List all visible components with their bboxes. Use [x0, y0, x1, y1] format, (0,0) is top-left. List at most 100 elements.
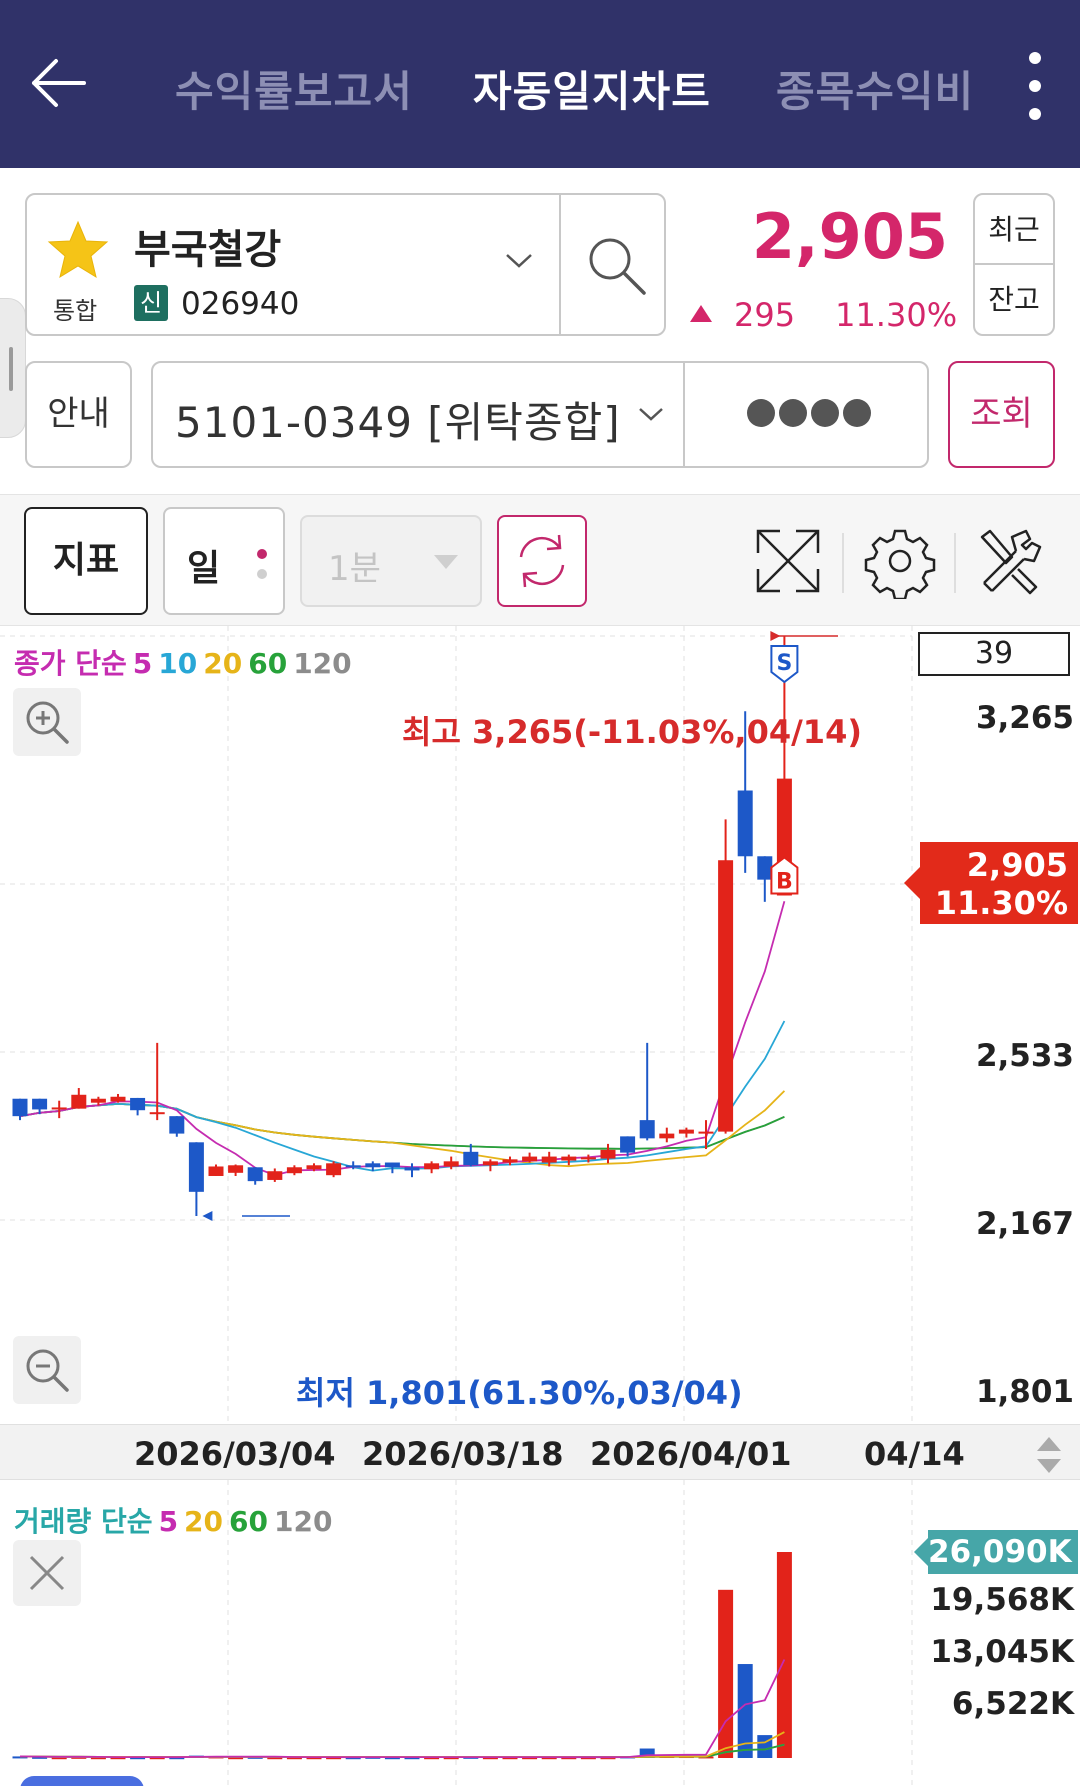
high-price-annotation: 최고 3,265(-11.03%,04/14) [402, 713, 862, 751]
dropdown-arrow-icon [434, 555, 458, 569]
volume-bar [424, 1757, 440, 1760]
tab-auto-journal-chart[interactable]: 자동일지차트 [473, 67, 711, 116]
volume-ma-line-20 [19, 1731, 785, 1759]
zoom-out-button[interactable] [13, 1336, 81, 1404]
volume-bar [51, 1757, 67, 1760]
change-amount: 295 [734, 296, 796, 334]
candle-body [443, 1161, 459, 1167]
volume-bar [326, 1757, 342, 1760]
candle-body [600, 1149, 616, 1159]
volume-chart[interactable] [0, 1480, 1080, 1786]
candle-body [620, 1136, 636, 1153]
back-arrow-icon[interactable] [26, 50, 92, 116]
volume-y-tick: 6,522K [951, 1686, 1074, 1722]
price-chart-panel [0, 626, 1080, 1424]
volume-bar [776, 1552, 792, 1758]
guide-button[interactable]: 안내 [25, 361, 132, 468]
tools-icon[interactable] [972, 523, 1048, 599]
candle-body [110, 1096, 126, 1102]
volume-bar [522, 1757, 538, 1760]
volume-bar [502, 1757, 518, 1760]
candle-body [737, 790, 753, 857]
current-price-tag-value: 2,905 [966, 846, 1068, 884]
volume-bar [757, 1735, 773, 1758]
recent-button[interactable]: 최근 [975, 195, 1053, 265]
indicator-button[interactable]: 지표 [24, 507, 148, 615]
volume-y-tick: 13,045K [930, 1634, 1074, 1670]
chevron-down-icon[interactable] [504, 250, 534, 270]
candle-body [90, 1098, 106, 1103]
candle-body [188, 1142, 204, 1192]
toggle-dot-active [257, 549, 267, 559]
chart-toolbar: 지표 일 1분 [0, 494, 1080, 626]
candle-count-input[interactable]: 39 [918, 632, 1070, 676]
candle-body [678, 1129, 694, 1134]
minute-select-value: 1분 [328, 549, 381, 589]
candle-body [502, 1159, 518, 1163]
volume-bar [580, 1757, 596, 1760]
stock-name: 부국철강 [134, 227, 282, 273]
account-selector[interactable]: 5101-0349 [위탁종합] [151, 361, 929, 468]
candlestick-chart[interactable]: SB [0, 626, 1080, 1424]
volume-bar [482, 1757, 498, 1760]
expand-icon[interactable] [750, 523, 826, 599]
low-price-annotation: 최저 1,801(61.30%,03/04) [296, 1374, 743, 1412]
candle-body [51, 1107, 67, 1110]
vol-legend-20: 20 [184, 1505, 224, 1538]
x-tick-label: 04/14 [864, 1435, 965, 1473]
current-price-tag-pct: 11.30% [934, 884, 1068, 922]
refresh-button[interactable] [497, 515, 587, 607]
gear-icon[interactable] [862, 523, 938, 599]
candle-body [32, 1098, 48, 1110]
chevron-down-icon[interactable] [637, 405, 665, 423]
close-volume-button[interactable] [13, 1540, 81, 1606]
volume-bar [443, 1757, 459, 1760]
volume-bar [345, 1757, 361, 1760]
candle-body [757, 856, 773, 880]
volume-legend: 거래량 단순 5 20 60 120 [14, 1500, 338, 1540]
more-menu-icon[interactable] [1018, 50, 1050, 122]
low-pointer-arrow [202, 1211, 213, 1221]
candle-body [365, 1163, 381, 1168]
candle-body [306, 1165, 322, 1170]
favorite-star-icon[interactable] [47, 219, 109, 281]
current-price-tag: 2,905 11.30% [904, 842, 1078, 924]
volume-bar [286, 1757, 302, 1760]
volume-bar [267, 1757, 283, 1760]
sell-marker [770, 645, 799, 684]
bottom-floating-button[interactable] [20, 1776, 144, 1786]
x-axis: 2026/03/04 2026/03/18 2026/04/01 04/14 [0, 1424, 1080, 1480]
scroll-updown-icon[interactable] [1034, 1433, 1064, 1477]
volume-bar [247, 1756, 263, 1759]
vol-legend-60: 60 [229, 1505, 268, 1538]
tab-stock-return[interactable]: 종목수익비 [776, 67, 975, 116]
market-label: 통합 [53, 297, 98, 325]
candle-body [286, 1167, 302, 1174]
candle-body [424, 1163, 440, 1170]
volume-bar [32, 1756, 48, 1759]
side-drawer-handle[interactable] [0, 298, 26, 438]
query-button[interactable]: 조회 [948, 361, 1055, 468]
candle-body [247, 1167, 263, 1182]
current-price: 2,905 [751, 200, 948, 273]
zoom-in-button[interactable] [13, 688, 81, 756]
volume-bar [130, 1757, 146, 1760]
search-icon[interactable] [582, 231, 652, 301]
candle-body [718, 860, 734, 1132]
balance-button[interactable]: 잔고 [988, 283, 1040, 316]
buy-marker-label: B [776, 869, 793, 894]
stock-selector[interactable]: 부국철강 통합 신 026940 [25, 193, 666, 336]
volume-bar [404, 1757, 420, 1760]
period-toggle[interactable]: 일 [163, 507, 285, 615]
candle-body [541, 1156, 557, 1163]
volume-bar [541, 1757, 557, 1760]
current-volume-tag: 26,090K [914, 1530, 1078, 1574]
price-change: 295 11.30% [690, 296, 957, 334]
candle-body [639, 1120, 655, 1139]
divider [842, 533, 844, 593]
candle-body [208, 1166, 224, 1176]
password-field[interactable] [747, 399, 877, 431]
ma-line-60 [19, 1102, 785, 1150]
candle-body [698, 1131, 714, 1134]
tab-return-report[interactable]: 수익률보고서 [175, 67, 413, 116]
